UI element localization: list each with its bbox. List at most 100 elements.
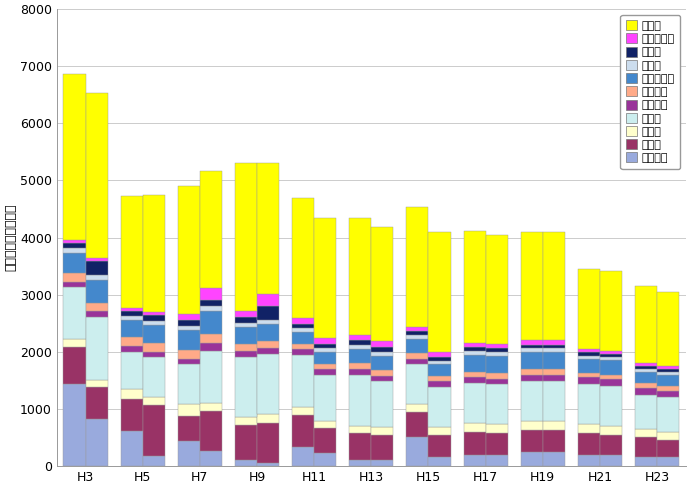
Bar	[257, 414, 279, 423]
Bar	[428, 232, 451, 352]
Bar	[428, 352, 451, 357]
Bar	[314, 428, 336, 453]
Bar	[314, 375, 336, 421]
Bar	[371, 356, 393, 370]
Bar	[635, 457, 657, 466]
Bar	[235, 357, 257, 417]
Bar	[486, 348, 508, 352]
Bar	[314, 453, 336, 466]
Bar	[635, 366, 657, 369]
Bar	[521, 375, 543, 382]
Bar	[657, 375, 679, 386]
Bar	[486, 373, 508, 379]
Bar	[292, 344, 314, 349]
Bar	[349, 335, 371, 340]
Bar	[63, 74, 86, 240]
Bar	[235, 417, 257, 426]
Bar	[86, 317, 108, 380]
Bar	[63, 287, 86, 339]
Bar	[428, 382, 451, 387]
Bar	[600, 354, 622, 358]
Bar	[486, 344, 508, 348]
Bar	[86, 311, 108, 317]
Bar	[371, 227, 393, 342]
Bar	[121, 430, 143, 466]
Bar	[464, 432, 486, 454]
Bar	[178, 416, 200, 442]
Bar	[371, 435, 393, 460]
Bar	[406, 353, 428, 359]
Bar	[406, 437, 428, 466]
Bar	[314, 364, 336, 369]
Bar	[371, 370, 393, 376]
Bar	[543, 340, 565, 345]
Bar	[464, 377, 486, 383]
Bar	[464, 231, 486, 343]
Bar	[657, 292, 679, 366]
Bar	[428, 361, 451, 365]
Bar	[635, 388, 657, 395]
Bar	[235, 163, 257, 311]
Bar	[578, 433, 600, 454]
Bar	[63, 273, 86, 282]
Bar	[635, 437, 657, 457]
Bar	[657, 366, 679, 369]
Bar	[521, 348, 543, 352]
Bar	[86, 380, 108, 387]
Bar	[143, 405, 165, 456]
Bar	[464, 383, 486, 423]
Bar	[600, 386, 622, 426]
Bar	[143, 321, 165, 325]
Bar	[292, 328, 314, 332]
Bar	[257, 325, 279, 342]
Bar	[428, 357, 451, 361]
Bar	[257, 320, 279, 325]
Bar	[257, 305, 279, 320]
Bar	[314, 421, 336, 428]
Bar	[464, 347, 486, 351]
Bar	[543, 348, 565, 352]
Bar	[371, 382, 393, 427]
Bar	[314, 369, 336, 375]
Bar	[406, 331, 428, 335]
Bar	[635, 395, 657, 429]
Bar	[143, 456, 165, 466]
Bar	[349, 363, 371, 369]
Bar	[257, 342, 279, 348]
Bar	[86, 280, 108, 303]
Bar	[635, 429, 657, 437]
Bar	[121, 311, 143, 316]
Legend: その他, あまだい類, ひらめ, まだい, ずわいがに, かれい類, さわら類, ぶり類, まあじ, いか類, まいわし: その他, あまだい類, ひらめ, まだい, ずわいがに, かれい類, さわら類,…	[620, 15, 680, 169]
Bar	[178, 325, 200, 330]
Bar	[86, 419, 108, 466]
Bar	[657, 397, 679, 432]
Bar	[63, 282, 86, 287]
Bar	[349, 345, 371, 349]
Bar	[314, 348, 336, 352]
Bar	[406, 359, 428, 365]
Bar	[543, 352, 565, 369]
Bar	[349, 426, 371, 433]
Bar	[349, 349, 371, 363]
Bar	[521, 422, 543, 430]
Bar	[200, 311, 222, 334]
Bar	[235, 351, 257, 357]
Bar	[578, 424, 600, 433]
Bar	[143, 315, 165, 321]
Bar	[63, 253, 86, 273]
Bar	[521, 345, 543, 348]
Bar	[486, 424, 508, 433]
Bar	[578, 356, 600, 359]
Bar	[521, 340, 543, 345]
Bar	[257, 463, 279, 466]
Bar	[657, 440, 679, 457]
Bar	[235, 345, 257, 351]
Bar	[578, 454, 600, 466]
Bar	[406, 412, 428, 437]
Bar	[349, 460, 371, 466]
Bar	[200, 305, 222, 311]
Bar	[657, 432, 679, 440]
Bar	[235, 327, 257, 345]
Bar	[521, 232, 543, 340]
Bar	[143, 195, 165, 312]
